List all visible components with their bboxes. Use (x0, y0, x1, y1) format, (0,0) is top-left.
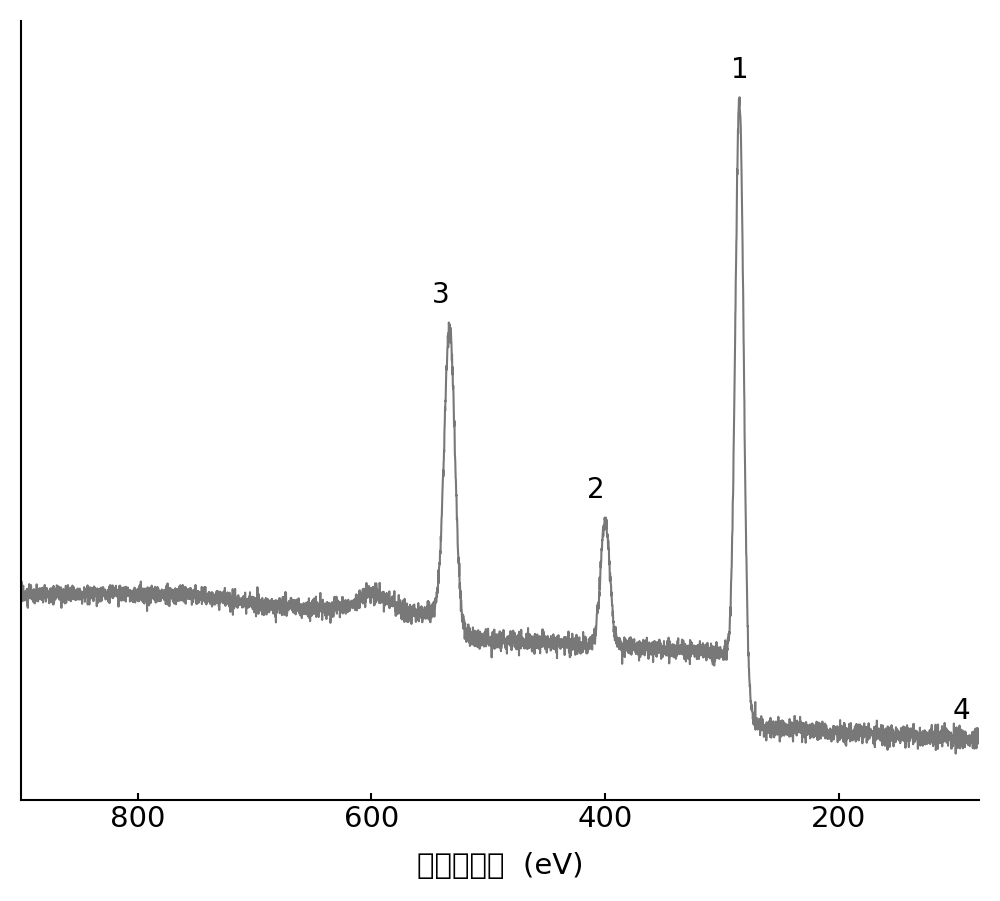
X-axis label: 电子结合能  (eV): 电子结合能 (eV) (417, 852, 583, 880)
Text: 1: 1 (731, 56, 748, 84)
Text: 3: 3 (432, 281, 449, 309)
Text: 2: 2 (587, 476, 605, 504)
Text: 4: 4 (953, 696, 970, 724)
